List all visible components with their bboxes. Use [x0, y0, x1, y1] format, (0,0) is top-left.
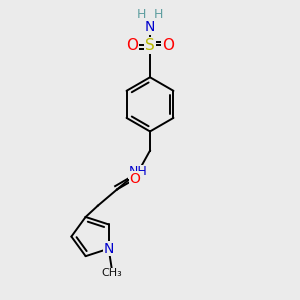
Text: H: H [136, 8, 146, 21]
Text: CH₃: CH₃ [101, 268, 122, 278]
Text: S: S [145, 38, 155, 53]
Text: N: N [145, 20, 155, 34]
Text: O: O [126, 38, 138, 53]
Text: O: O [129, 172, 140, 186]
Text: O: O [162, 38, 174, 53]
Text: N: N [103, 242, 114, 256]
Text: NH: NH [129, 165, 148, 178]
Text: H: H [154, 8, 164, 21]
